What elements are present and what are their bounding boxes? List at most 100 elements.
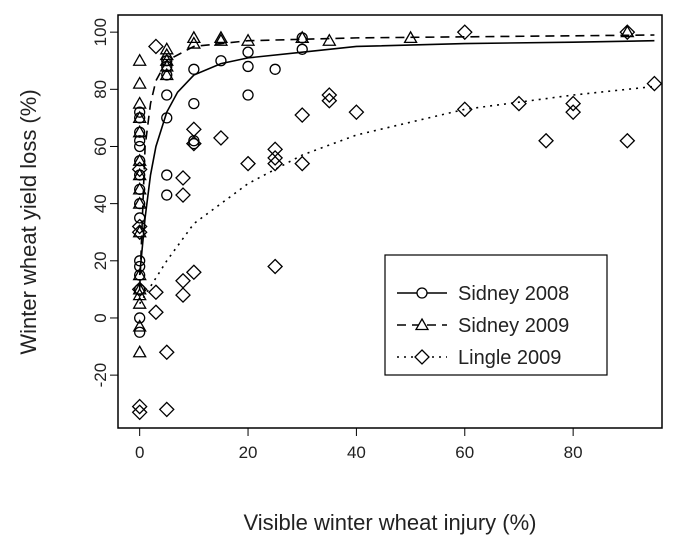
y-tick-label: 80 bbox=[91, 80, 110, 99]
point bbox=[456, 24, 473, 41]
point bbox=[188, 97, 200, 110]
point bbox=[240, 33, 256, 46]
point bbox=[131, 404, 148, 421]
point bbox=[158, 401, 175, 418]
point bbox=[294, 155, 311, 172]
x-axis-label: Visible winter wheat injury (%) bbox=[243, 510, 536, 535]
legend-label: Lingle 2009 bbox=[458, 347, 561, 369]
y-axis-label: Winter wheat yield loss (%) bbox=[16, 89, 41, 354]
legend-marker bbox=[416, 287, 428, 299]
point bbox=[619, 132, 636, 149]
point bbox=[131, 398, 148, 415]
plot-frame bbox=[117, 14, 663, 429]
point bbox=[403, 30, 418, 44]
fit-line bbox=[138, 39, 655, 276]
point bbox=[131, 224, 148, 241]
point bbox=[511, 95, 527, 112]
point bbox=[188, 63, 200, 75]
point bbox=[134, 326, 146, 338]
x-tick-label: 40 bbox=[347, 443, 366, 462]
point bbox=[132, 124, 147, 138]
point bbox=[134, 135, 146, 147]
point bbox=[132, 96, 147, 109]
point bbox=[134, 106, 146, 118]
point bbox=[161, 189, 173, 201]
point bbox=[646, 75, 663, 92]
legend-marker bbox=[414, 349, 430, 365]
point bbox=[132, 224, 147, 238]
point bbox=[213, 129, 229, 146]
point bbox=[134, 312, 146, 324]
y-tick-label: 0 bbox=[91, 313, 110, 322]
point bbox=[158, 344, 175, 361]
point bbox=[321, 92, 338, 109]
point bbox=[242, 46, 254, 58]
y-tick-label: -20 bbox=[91, 363, 110, 388]
point bbox=[132, 167, 147, 181]
y-tick-label: 100 bbox=[91, 18, 110, 46]
point bbox=[148, 304, 164, 321]
point bbox=[148, 284, 164, 301]
legend-marker bbox=[414, 317, 430, 331]
point bbox=[132, 196, 147, 209]
point bbox=[132, 282, 147, 295]
point bbox=[186, 30, 201, 44]
point bbox=[565, 104, 582, 121]
x-tick-label: 60 bbox=[455, 443, 474, 462]
point bbox=[132, 267, 147, 281]
point bbox=[295, 30, 310, 44]
point bbox=[134, 212, 146, 224]
point bbox=[456, 101, 473, 118]
y-tick-label: 40 bbox=[91, 194, 110, 213]
point bbox=[132, 76, 147, 89]
point bbox=[619, 24, 636, 41]
point bbox=[134, 255, 146, 267]
point bbox=[132, 110, 147, 124]
point bbox=[267, 155, 284, 172]
point bbox=[240, 155, 256, 172]
point bbox=[269, 63, 281, 75]
point bbox=[161, 112, 173, 124]
point bbox=[213, 30, 229, 44]
point bbox=[134, 140, 146, 153]
point bbox=[267, 149, 284, 166]
point bbox=[159, 41, 174, 55]
point bbox=[185, 135, 202, 152]
fit-line bbox=[138, 85, 655, 305]
point bbox=[321, 87, 338, 103]
point bbox=[148, 38, 164, 55]
point bbox=[213, 33, 229, 46]
point bbox=[175, 287, 191, 304]
fit-line bbox=[138, 34, 655, 290]
point bbox=[132, 53, 147, 66]
point bbox=[620, 24, 635, 38]
point bbox=[188, 137, 200, 150]
point bbox=[131, 161, 148, 178]
point bbox=[161, 169, 173, 181]
point bbox=[185, 264, 202, 281]
point bbox=[132, 319, 147, 332]
point bbox=[267, 141, 284, 158]
point bbox=[132, 296, 147, 309]
point bbox=[296, 43, 308, 55]
point bbox=[565, 95, 582, 112]
x-tick-label: 0 bbox=[135, 443, 144, 462]
legend-label: Sidney 2009 bbox=[458, 315, 569, 337]
point bbox=[242, 60, 254, 73]
point bbox=[322, 33, 337, 46]
point bbox=[175, 187, 191, 203]
x-tick-label: 20 bbox=[239, 443, 258, 462]
point bbox=[159, 67, 174, 81]
point bbox=[185, 121, 202, 138]
point bbox=[131, 281, 148, 298]
point bbox=[132, 153, 147, 166]
y-tick-label: 60 bbox=[91, 137, 110, 156]
point bbox=[538, 132, 554, 149]
point bbox=[161, 89, 173, 101]
x-tick-label: 80 bbox=[564, 443, 583, 462]
point bbox=[131, 218, 148, 235]
point bbox=[348, 104, 365, 121]
point bbox=[175, 169, 191, 186]
point bbox=[215, 55, 227, 67]
